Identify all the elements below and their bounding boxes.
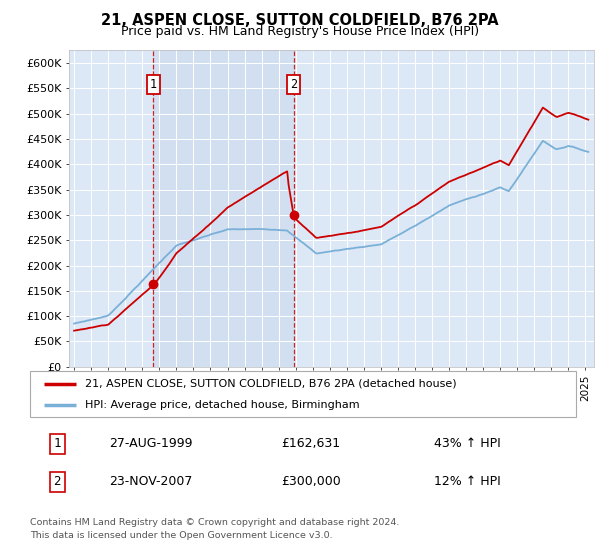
Bar [154,50,294,367]
Text: 2: 2 [53,475,61,488]
Text: 21, ASPEN CLOSE, SUTTON COLDFIELD, B76 2PA (detached house): 21, ASPEN CLOSE, SUTTON COLDFIELD, B76 2… [85,379,456,389]
Text: 27-AUG-1999: 27-AUG-1999 [109,437,193,450]
Text: 23-NOV-2007: 23-NOV-2007 [109,475,193,488]
Text: 12% ↑ HPI: 12% ↑ HPI [434,475,501,488]
Text: 21, ASPEN CLOSE, SUTTON COLDFIELD, B76 2PA: 21, ASPEN CLOSE, SUTTON COLDFIELD, B76 2… [101,13,499,27]
Text: 1: 1 [150,78,157,91]
Text: Contains HM Land Registry data © Crown copyright and database right 2024.
This d: Contains HM Land Registry data © Crown c… [30,518,400,539]
Text: Price paid vs. HM Land Registry's House Price Index (HPI): Price paid vs. HM Land Registry's House … [121,25,479,38]
Text: £162,631: £162,631 [281,437,340,450]
Text: 1: 1 [53,437,61,450]
Text: HPI: Average price, detached house, Birmingham: HPI: Average price, detached house, Birm… [85,400,359,410]
Text: 2: 2 [290,78,298,91]
Text: £300,000: £300,000 [281,475,341,488]
Text: 43% ↑ HPI: 43% ↑ HPI [434,437,501,450]
